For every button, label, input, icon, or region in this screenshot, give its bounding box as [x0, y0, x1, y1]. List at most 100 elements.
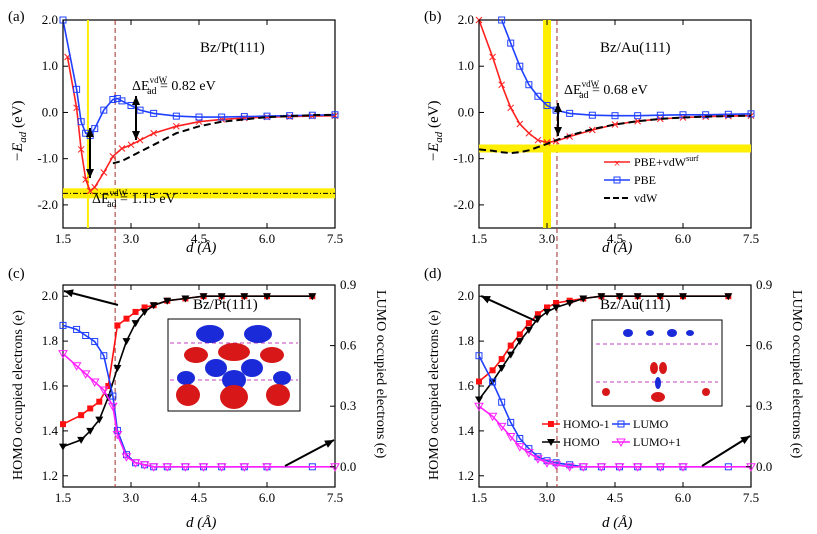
arrow-d-left-head: [481, 296, 491, 304]
panel-label-a: (a): [8, 9, 25, 25]
arrow-c-left: [63, 290, 119, 306]
x-tick-a: 6.0: [259, 231, 275, 246]
data-point-c: [60, 421, 66, 428]
y-tick-c: 1.2: [42, 468, 58, 483]
x-tick-d: 4.5: [607, 490, 623, 505]
y-axis-label-b: −Ead (eV): [426, 100, 445, 162]
x-tick-d: 7.5: [743, 490, 759, 505]
data-point-c: [198, 463, 209, 472]
y-tick-a: 0.0: [42, 104, 58, 119]
x-tick-b: 6.0: [675, 231, 691, 246]
data-point-c: [105, 383, 112, 389]
data-point-a: [118, 145, 126, 152]
data-point-a: [240, 113, 248, 121]
data-point-d: [553, 299, 560, 306]
data-point-a: [86, 187, 94, 195]
arrow-c-left-head: [64, 289, 74, 298]
data-point-b: [747, 110, 755, 118]
data-point-b: [498, 16, 506, 24]
data-point-b: [724, 110, 732, 118]
data-point-d: [552, 304, 561, 312]
data-point-d: [515, 338, 524, 346]
data-point-d: [656, 293, 665, 301]
data-point-d: [524, 326, 533, 334]
annotation-b: ΔEvdW ad = 0.68 eV: [564, 79, 648, 101]
legend-homo: HOMO: [563, 435, 600, 449]
data-point-d: [614, 463, 625, 472]
y-tick-a: 1.0: [42, 58, 58, 73]
y-tick-a: 2.0: [42, 12, 58, 27]
data-point-c: [123, 315, 130, 322]
y-tick-c: 2.0: [42, 288, 58, 303]
data-point-a: [73, 85, 81, 93]
x-tick-b: 3.0: [539, 231, 555, 246]
data-point-b: [634, 117, 642, 125]
data-point-c: [109, 392, 117, 400]
data-point-c: [86, 427, 95, 435]
y-tick-b: 2.0: [458, 12, 474, 27]
arrows: [63, 96, 751, 467]
data-point-d: [505, 433, 516, 442]
arrow-c-right-head: [324, 440, 334, 448]
data-point-c: [239, 463, 250, 472]
data-point-d: [615, 293, 624, 301]
data-point-c: [59, 321, 67, 329]
x-tick-b: 4.5: [607, 231, 623, 246]
arrow-c-right: [284, 439, 335, 467]
data-point-d: [497, 365, 506, 373]
data-point-d: [564, 463, 575, 472]
y-tick-a: -2.0: [37, 197, 58, 212]
data-point-d: [724, 293, 733, 301]
data-point-c: [180, 463, 191, 472]
y-tick-d: 1.8: [458, 333, 474, 348]
x-axis-label-c: d (Å): [186, 515, 216, 531]
data-point-c: [113, 365, 122, 373]
data-point-a: [331, 111, 339, 119]
data-point-c: [139, 461, 150, 470]
data-point-b: [656, 115, 664, 123]
x-tick-a: 7.5: [327, 231, 343, 246]
data-point-d: [542, 459, 552, 468]
data-point-d: [507, 342, 514, 349]
data-point-a: [172, 112, 180, 120]
data-point-c: [163, 297, 172, 305]
system-label-b: Bz/Au(111): [600, 40, 671, 56]
svg-text:×: ×: [613, 159, 621, 169]
y-tick-c: 1.8: [42, 333, 58, 348]
legend-lumo: LUMO: [633, 417, 669, 431]
data-point-d: [489, 367, 496, 374]
data-point-c: [308, 293, 317, 301]
annotation-a1: ΔEvdW ad = 0.82 eV: [132, 75, 216, 97]
legend-d: HOMO-1 LUMO HOMO LUMO+1: [542, 417, 681, 449]
data-point-c: [263, 293, 271, 301]
data-point-a: [218, 113, 226, 121]
x-tick-a: 3.0: [123, 231, 139, 246]
data-point-d: [632, 463, 643, 472]
data-point-d: [516, 331, 523, 338]
x-tick-d: 6.0: [675, 490, 691, 505]
data-point-c: [217, 293, 226, 301]
x-tick-c: 7.5: [327, 490, 343, 505]
data-point-d: [655, 463, 666, 472]
data-point-c: [89, 378, 100, 387]
y2-tick-d: 0.3: [756, 398, 772, 413]
data-point-d: [507, 418, 515, 426]
data-point-b: [702, 111, 710, 119]
orbital-inset-c: [167, 318, 301, 412]
legend-pbevdw: PBE+vdWsurf: [634, 154, 699, 169]
data-point-d: [544, 304, 550, 311]
y2-tick-d: 0.9: [756, 277, 772, 292]
data-point-b: [498, 81, 506, 89]
system-label-d: Bz/Au(111): [600, 297, 671, 313]
data-point-d: [525, 445, 533, 453]
data-point-c: [77, 436, 86, 444]
data-point-a: [136, 136, 144, 144]
y2-tick-c: 0.6: [340, 338, 357, 353]
x-tick-c: 3.0: [123, 490, 139, 505]
data-point-d: [533, 455, 543, 464]
series-line-c-lumo-1: [62, 353, 335, 468]
data-point-b: [525, 129, 533, 137]
arrow-a-082-head: [132, 131, 140, 140]
data-point-d: [579, 295, 588, 303]
